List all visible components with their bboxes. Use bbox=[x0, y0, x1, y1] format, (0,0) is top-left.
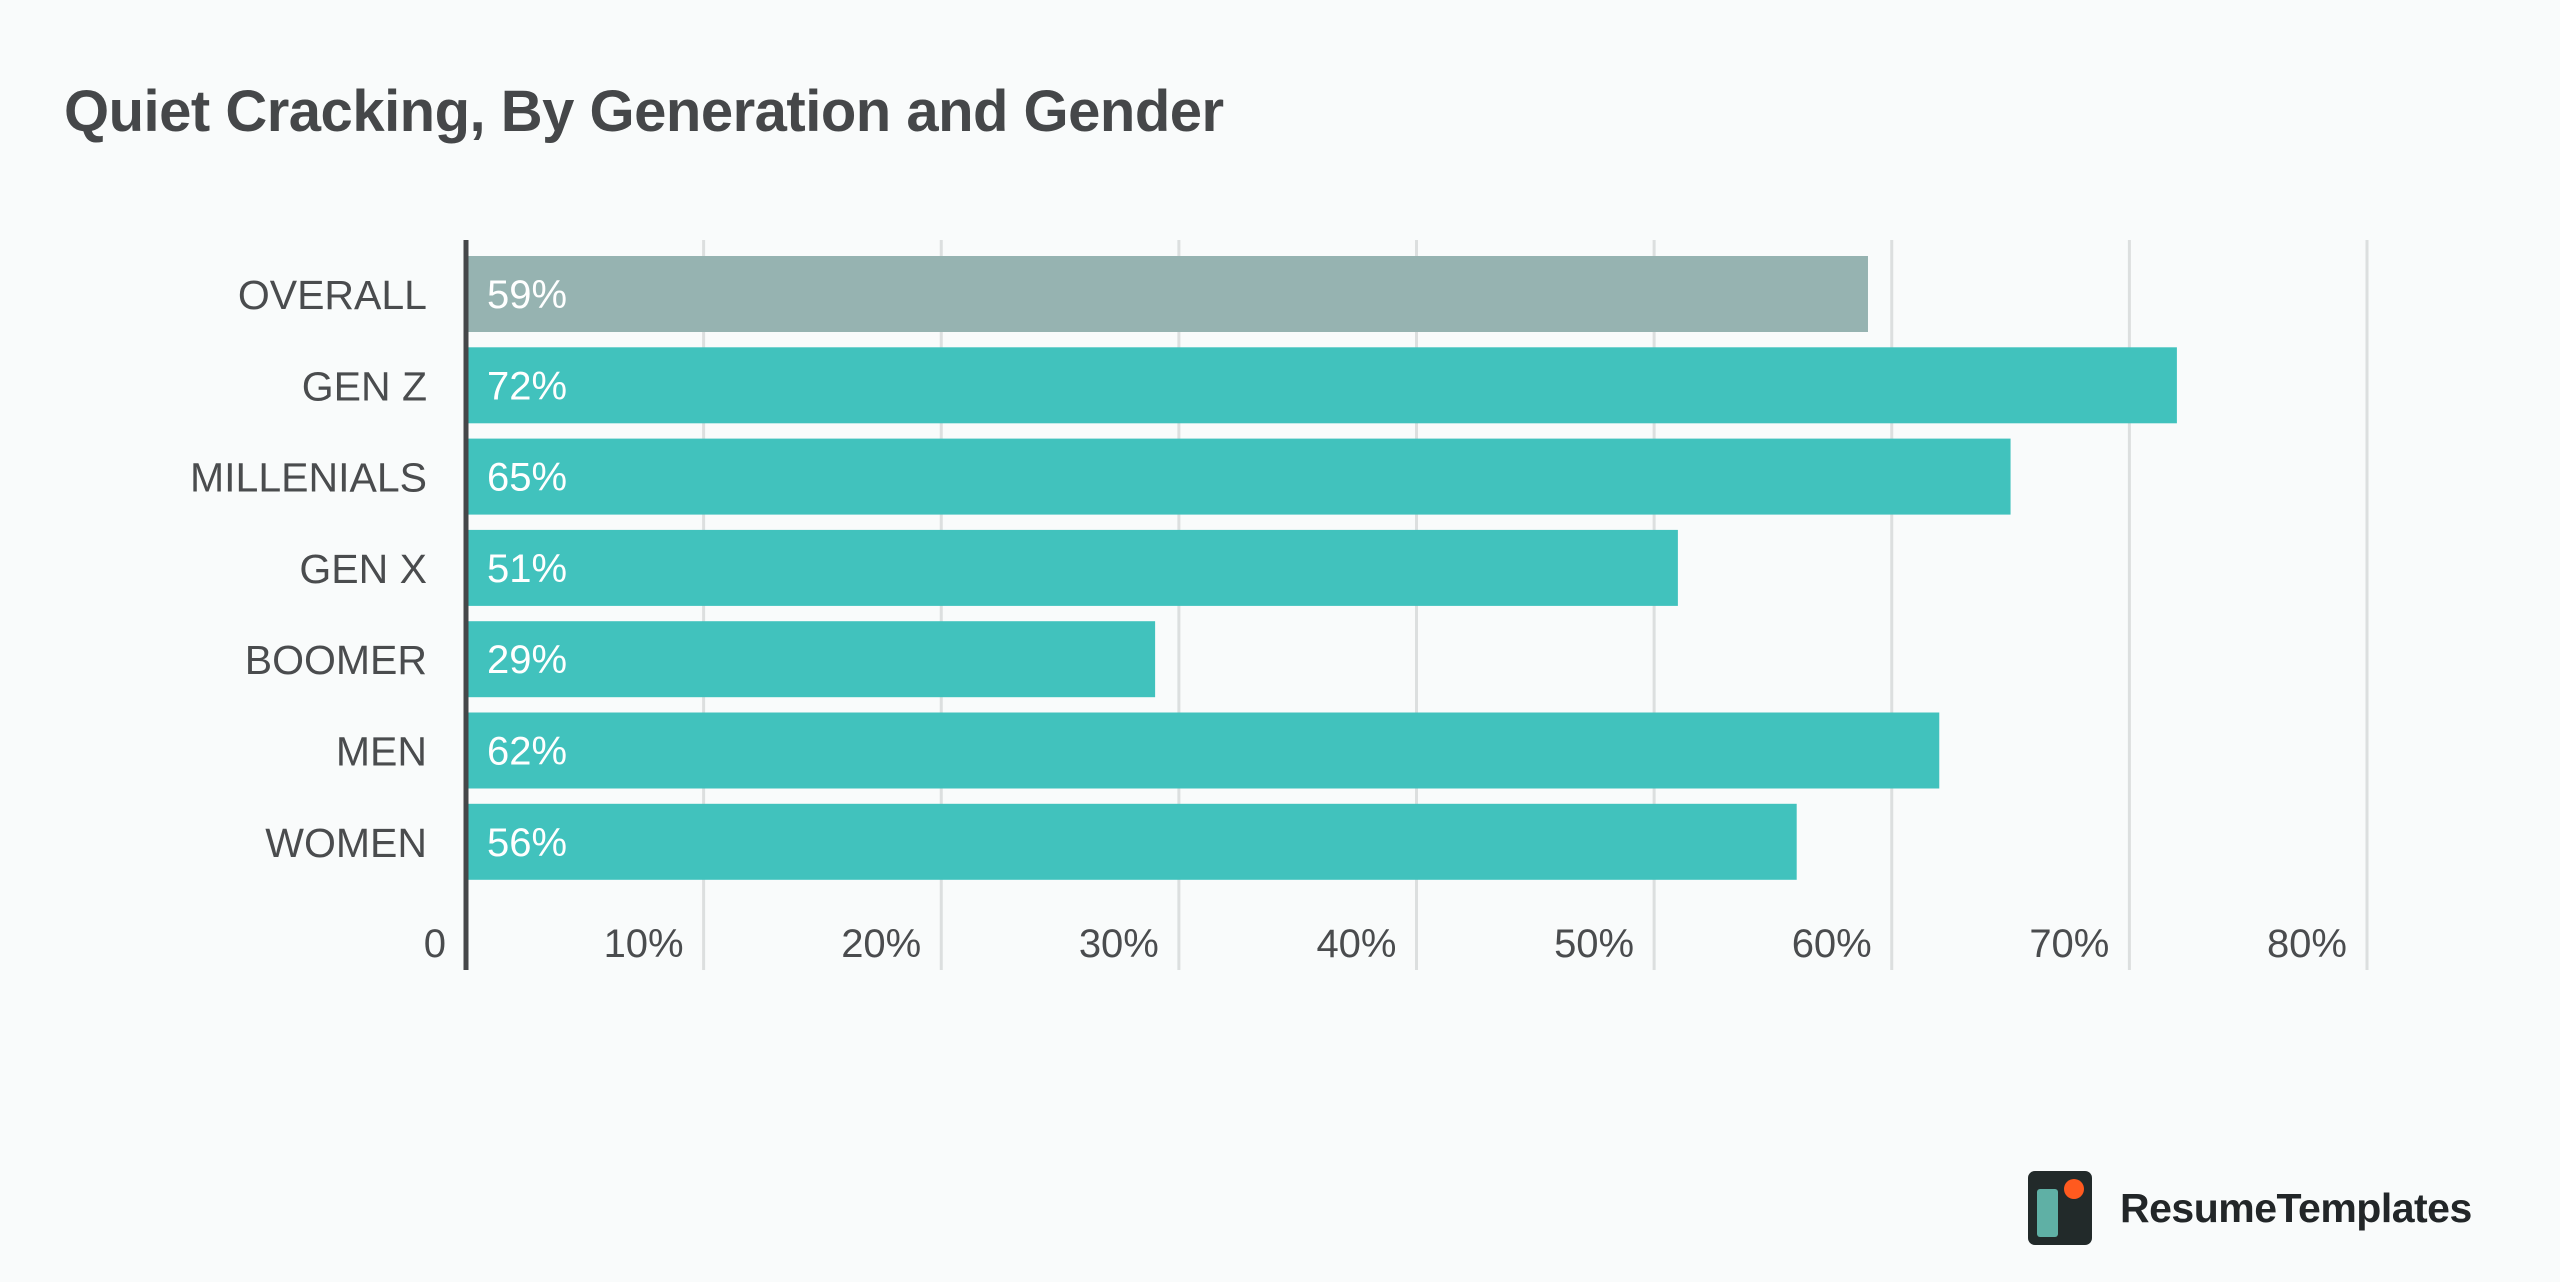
bar-value-label: 51% bbox=[487, 547, 567, 591]
x-tick-label: 40% bbox=[1316, 922, 1396, 966]
x-tick-label: 20% bbox=[841, 922, 921, 966]
category-label: MEN bbox=[336, 729, 427, 775]
category-label: BOOMER bbox=[245, 637, 427, 683]
brand-logo-group[interactable]: ResumeTemplates bbox=[2028, 1171, 2472, 1245]
bar-value-label: 59% bbox=[487, 273, 567, 317]
resume-templates-logo-icon bbox=[2028, 1171, 2092, 1245]
bar-value-label: 29% bbox=[487, 638, 567, 682]
bar-value-label: 65% bbox=[487, 456, 567, 500]
category-label: MILLENIALS bbox=[190, 455, 427, 501]
bar bbox=[468, 256, 1868, 332]
category-label: OVERALL bbox=[238, 272, 427, 318]
x-tick-label: 0 bbox=[424, 922, 446, 966]
bar bbox=[468, 529, 1678, 606]
bar bbox=[468, 621, 1156, 698]
bar bbox=[468, 347, 2177, 424]
bar bbox=[468, 712, 1940, 789]
bar bbox=[468, 803, 1797, 880]
x-tick-label: 50% bbox=[1554, 922, 1634, 966]
category-label: WOMEN bbox=[265, 820, 427, 866]
category-label: GEN Z bbox=[302, 363, 427, 409]
x-tick-label: 70% bbox=[2029, 922, 2109, 966]
bars bbox=[468, 256, 2177, 880]
bar-value-label: 56% bbox=[487, 821, 567, 865]
labels: 59% OVERALL 72% GEN Z 65% MILLENIALS 51% GEN X 2… bbox=[190, 272, 2347, 966]
x-tick-label: 80% bbox=[2267, 922, 2347, 966]
x-tick-label: 30% bbox=[1079, 922, 1159, 966]
bar-value-label: 72% bbox=[487, 364, 567, 408]
category-label: GEN X bbox=[299, 546, 427, 592]
x-tick-label: 60% bbox=[1792, 922, 1872, 966]
bar-value-label: 62% bbox=[487, 730, 567, 774]
chart-title: Quiet Cracking, By Generation and Gender bbox=[64, 79, 1224, 144]
bar bbox=[468, 438, 2011, 515]
x-tick-label: 10% bbox=[604, 922, 684, 966]
brand-name: ResumeTemplates bbox=[2120, 1184, 2472, 1231]
